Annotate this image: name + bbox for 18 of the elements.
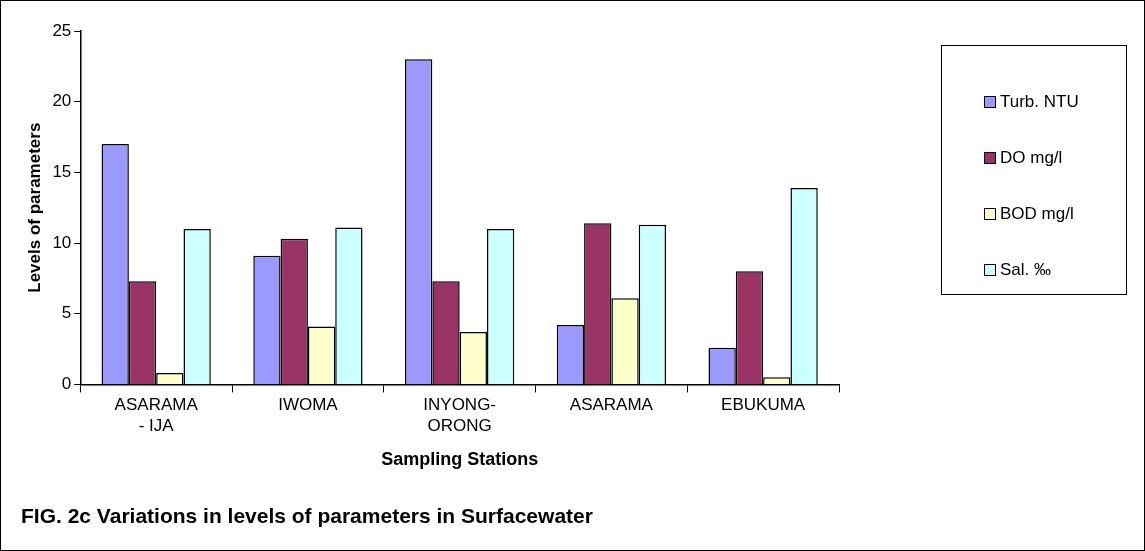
legend-label: DO mg/l [1000, 148, 1063, 168]
x-tick-label: IWOMA [278, 395, 339, 415]
legend-label: BOD mg/l [1000, 204, 1074, 224]
y-tick-label: 0 [61, 374, 72, 394]
y-tick-label: 15 [52, 162, 72, 182]
legend-label: Turb. NTU [1000, 92, 1079, 112]
y-axis-title: Levels of parameters [24, 122, 44, 293]
legend-label: Sal. ‰ [1000, 260, 1052, 280]
text: FIG. 2c Variations in levels of parameters in Surfacewater [21, 504, 593, 528]
x-tick-label: ASARAMA [569, 395, 654, 415]
x-tick-label: INYONG-ORONG [423, 395, 497, 435]
x-tick-label: EBUKUMA [721, 395, 806, 415]
x-axis-title: Sampling Stations [381, 448, 539, 469]
y-tick-label: 5 [61, 303, 72, 323]
y-tick-label: 20 [52, 91, 72, 111]
y-tick-label: 25 [52, 20, 72, 40]
y-tick-label: 10 [52, 232, 72, 252]
x-tick-label: ASARAMA - IJA [114, 395, 199, 435]
